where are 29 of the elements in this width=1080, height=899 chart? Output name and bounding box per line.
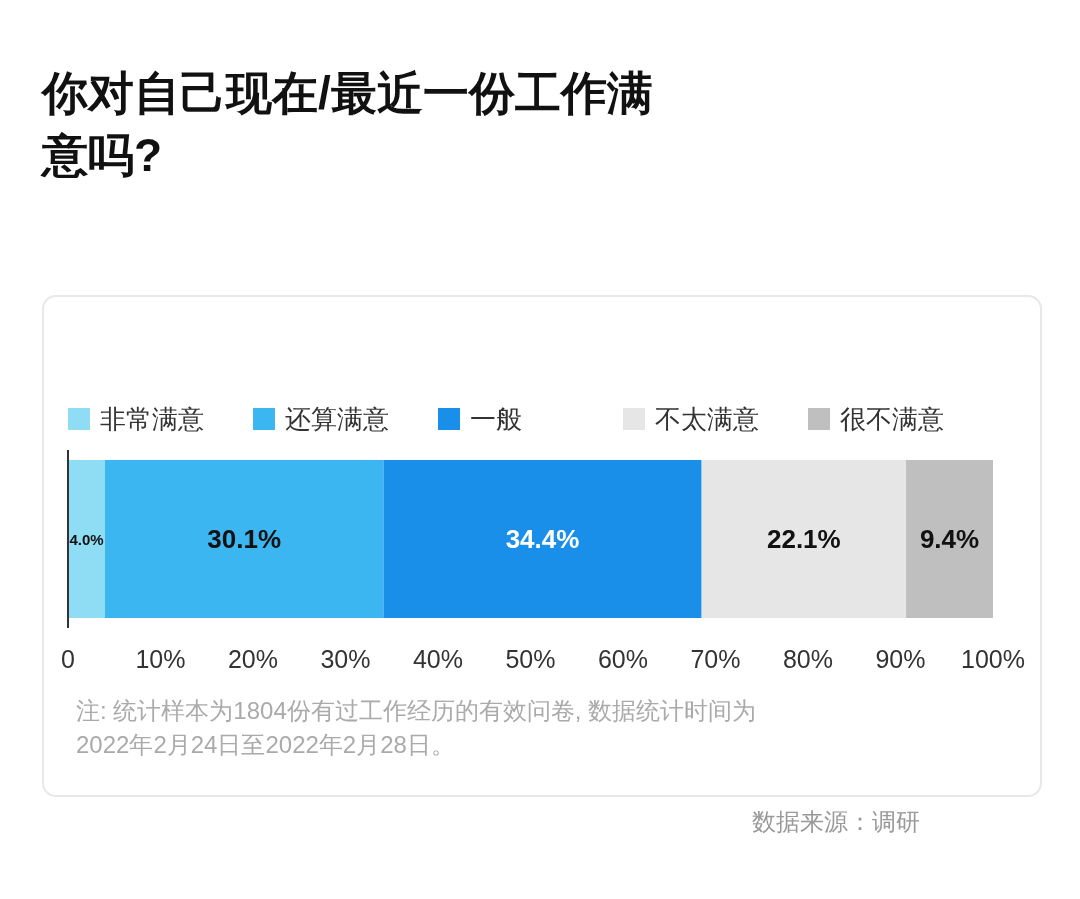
chart-title: 你对自己现在/最近一份工作满意吗? [42,66,654,183]
data-label: 34.4% [505,524,580,554]
x-tick-label: 60% [597,645,649,673]
x-tick-label: 90% [875,645,926,673]
x-tick-label: 50% [505,645,556,673]
bar [701,460,907,618]
x-tick-label: 80% [782,645,834,673]
legend-label: 很不满意 [840,404,944,434]
x-tick-label: 10% [135,645,186,673]
x-tick-label: 0 [61,645,75,673]
legend-label: 还算满意 [285,404,389,434]
data-label: 4.0% [69,530,104,548]
bar [383,460,702,618]
data-label: 30.1% [207,524,282,554]
x-tick-label: 70% [690,645,741,673]
x-tick-label: 20% [227,645,279,673]
bar [906,460,993,618]
legend-label: 非常满意 [100,404,204,434]
text: 注: 统计样本为1804份有过工作经历的有效问卷, 数据统计时间为2022年2月24日至2022年2月28日。 [76,696,758,760]
x-tick-label: 100% [961,645,1025,673]
bar [68,460,105,618]
source-note: 数据来源：调研 [752,807,920,837]
data-label: 9.4% [919,524,980,554]
data-label: 22.1% [766,524,841,554]
legend-label: 一般 [470,404,522,434]
x-tick-label: 30% [320,645,371,673]
x-tick-label: 40% [412,645,464,673]
legend-label: 不太满意 [655,404,759,434]
bar [105,460,384,618]
